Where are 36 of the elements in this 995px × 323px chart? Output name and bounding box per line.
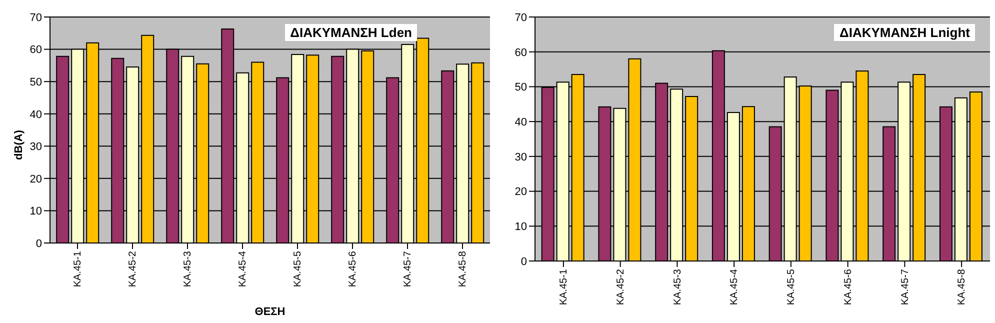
x-tick-label: ΚΑ.45-1 — [72, 250, 84, 288]
y-tick-label: 20 — [30, 173, 42, 186]
y-tick-label: 60 — [30, 44, 42, 56]
y-tick-label: 30 — [514, 151, 527, 164]
x-tick-label: ΚΑ.45-4 — [238, 250, 249, 288]
x-axis-title: ΘΕΣΗ — [254, 306, 286, 318]
y-tick-label: 20 — [514, 186, 527, 198]
y-tick-label: 60 — [514, 46, 527, 59]
y-tick-label: 70 — [30, 12, 42, 24]
y-tick-label: 50 — [514, 82, 527, 94]
text: ΔΙΑΚΥΜΑΝΣΗ Lnight — [834, 24, 975, 41]
x-tick-label: ΚΑ.45-6 — [348, 250, 359, 288]
y-axis-title: dB(A) — [12, 130, 25, 160]
x-tick-label: ΚΑ.45-8 — [956, 268, 968, 306]
x-tick-label: ΚΑ.45-5 — [786, 268, 798, 306]
x-tick-label: ΚΑ.45-3 — [672, 268, 684, 306]
y-tick-label: 10 — [514, 221, 527, 234]
y-tick-label: 50 — [30, 76, 42, 88]
x-tick-label: ΚΑ.45-5 — [292, 250, 304, 288]
x-tick-label: ΚΑ.45-2 — [615, 268, 626, 306]
y-tick-label: 40 — [514, 116, 527, 128]
y-tick-label: 40 — [30, 108, 42, 121]
x-tick-label: ΚΑ.45-8 — [458, 250, 469, 288]
y-tick-label: 70 — [514, 12, 527, 24]
text: ΔΙΑΚΥΜΑΝΣΗ Lden — [285, 24, 417, 41]
x-tick-label: ΚΑ.45-2 — [128, 250, 139, 288]
x-tick-label: ΚΑ.45-6 — [842, 268, 854, 306]
x-tick-label: ΚΑ.45-4 — [729, 268, 740, 306]
x-tick-label: ΚΑ.45-1 — [558, 268, 570, 306]
y-tick-label: 0 — [36, 238, 42, 250]
x-tick-label: ΚΑ.45-7 — [402, 250, 414, 288]
y-tick-label: 10 — [30, 206, 42, 218]
y-tick-label: 0 — [520, 256, 527, 268]
y-tick-label: 30 — [30, 141, 42, 154]
x-tick-label: ΚΑ.45-7 — [900, 268, 911, 306]
x-tick-label: ΚΑ.45-3 — [182, 250, 194, 288]
